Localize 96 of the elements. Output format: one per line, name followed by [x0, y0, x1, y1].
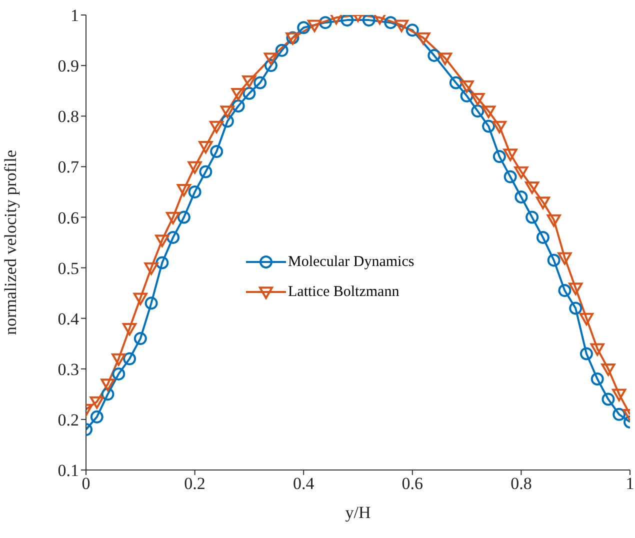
point [470, 93, 485, 106]
point [558, 284, 572, 298]
point [569, 302, 582, 315]
point [612, 408, 626, 421]
point [220, 106, 234, 118]
y-tick-label: 0.2 [58, 410, 79, 430]
point [90, 410, 104, 424]
point [220, 114, 234, 128]
point [590, 372, 604, 386]
point [416, 32, 430, 45]
point [166, 212, 180, 224]
point [210, 145, 224, 158]
point [90, 396, 104, 409]
x-tick-label: 0.4 [292, 474, 315, 494]
point [428, 48, 441, 62]
point [547, 254, 560, 267]
point [264, 59, 278, 72]
point [536, 230, 550, 244]
y-tick-label: 0.7 [58, 158, 80, 177]
x-axis-title: y/H [345, 503, 371, 522]
legend-label: Lattice Boltzmann [288, 284, 400, 300]
point [264, 52, 278, 66]
point [231, 88, 246, 100]
point [297, 21, 310, 34]
y-tick-label: 0.3 [58, 360, 79, 379]
point [590, 343, 604, 356]
point [166, 230, 180, 244]
point [546, 214, 561, 227]
point [155, 234, 170, 248]
legend-label: Molecular Dynamics [288, 254, 414, 270]
point [112, 353, 126, 366]
point [482, 120, 496, 133]
point [242, 86, 256, 100]
point [601, 363, 616, 376]
point [275, 44, 288, 57]
point [536, 196, 550, 210]
point [199, 165, 212, 178]
point [514, 190, 528, 204]
point [198, 141, 213, 154]
point [340, 15, 354, 27]
point [406, 24, 419, 37]
point [144, 262, 158, 275]
point [242, 75, 256, 88]
point [123, 352, 136, 366]
point [503, 148, 518, 162]
point [254, 76, 267, 90]
y-tick-label: 0.4 [58, 309, 80, 328]
y-tick-label: 0.1 [58, 461, 79, 480]
y-tick-label: 0.5 [58, 258, 79, 278]
point [492, 120, 506, 134]
y-tick-label: 0.9 [58, 56, 79, 76]
point [460, 89, 474, 102]
point [612, 388, 626, 402]
point [394, 20, 409, 32]
point [449, 76, 462, 90]
point [482, 106, 496, 118]
point [133, 292, 148, 306]
x-tick-label: 0.6 [402, 474, 424, 494]
point [471, 104, 484, 118]
point [514, 166, 528, 179]
x-tick-label: 0.8 [510, 474, 532, 494]
point [122, 323, 137, 336]
point [526, 210, 539, 224]
point [580, 347, 593, 360]
point [568, 282, 583, 296]
point [460, 80, 474, 93]
y-tick-label: 0.6 [58, 208, 79, 228]
point [101, 388, 114, 401]
point [210, 120, 224, 134]
point [232, 100, 245, 112]
point [134, 332, 147, 346]
y-tick-label: 1 [70, 6, 79, 26]
point [144, 296, 158, 310]
point [384, 16, 398, 30]
point [318, 16, 332, 30]
point [492, 150, 506, 164]
point [579, 312, 594, 326]
x-tick-label: 0.2 [184, 474, 206, 494]
point [602, 392, 615, 406]
point [188, 185, 202, 198]
x-tick-label: 1 [626, 474, 634, 494]
point [112, 367, 126, 380]
point [362, 15, 376, 27]
point [525, 181, 540, 194]
y-axis-title: normalized velocity profile [1, 150, 20, 336]
y-tick-label: 0.8 [58, 107, 79, 126]
x-tick-label: 0 [82, 474, 90, 494]
point [177, 210, 190, 224]
point [188, 161, 202, 174]
point [504, 170, 517, 184]
point [100, 378, 115, 392]
point [176, 184, 191, 196]
point [307, 20, 322, 32]
point [558, 252, 572, 265]
point [156, 256, 169, 270]
point [438, 52, 452, 66]
